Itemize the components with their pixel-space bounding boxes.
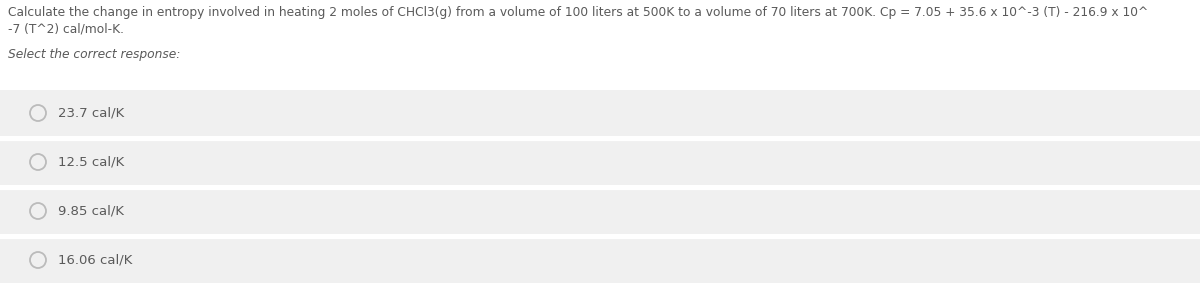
FancyBboxPatch shape (0, 188, 1200, 234)
FancyBboxPatch shape (0, 90, 1200, 136)
Text: 23.7 cal/K: 23.7 cal/K (58, 106, 125, 119)
Text: 12.5 cal/K: 12.5 cal/K (58, 155, 125, 168)
FancyBboxPatch shape (0, 139, 1200, 185)
FancyBboxPatch shape (0, 237, 1200, 283)
Text: Calculate the change in entropy involved in heating 2 moles of CHCl3(g) from a v: Calculate the change in entropy involved… (8, 6, 1148, 19)
Text: Select the correct response:: Select the correct response: (8, 48, 180, 61)
Text: 9.85 cal/K: 9.85 cal/K (58, 204, 124, 217)
Text: -7 (T^2) cal/mol-K.: -7 (T^2) cal/mol-K. (8, 22, 124, 35)
Text: 16.06 cal/K: 16.06 cal/K (58, 253, 132, 266)
